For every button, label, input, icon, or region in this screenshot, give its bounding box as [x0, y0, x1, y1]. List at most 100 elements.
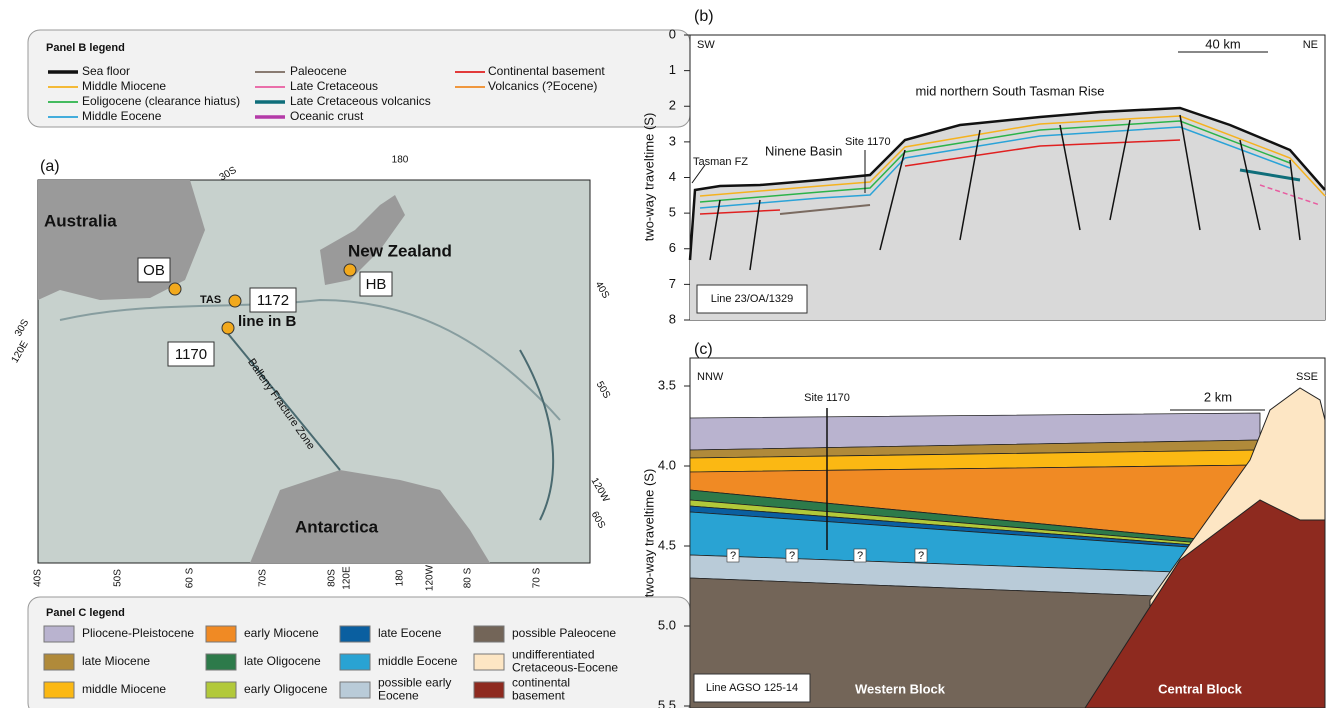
legend-label: basement — [512, 689, 565, 703]
legend-label: Pliocene-Pleistocene — [82, 626, 194, 640]
legend-swatch — [340, 654, 370, 670]
line-label: line in B — [238, 313, 297, 330]
legend-label: Eoligocene (clearance hiatus) — [82, 94, 240, 108]
question-mark: ? — [789, 550, 795, 562]
legend-swatch — [44, 626, 74, 642]
annotation: Tasman FZ — [693, 156, 748, 168]
site-box-label: HB — [366, 276, 387, 293]
y-tick-label: 0 — [669, 26, 676, 41]
legend-label: Sea floor — [82, 64, 130, 78]
y-tick-label: 8 — [669, 311, 676, 326]
place-label: New Zealand — [348, 241, 452, 260]
geo-label: 70S — [258, 569, 269, 587]
legend-label: middle Eocene — [378, 654, 458, 668]
panel-label: (b) — [694, 8, 714, 25]
y-tick-label: 5 — [669, 205, 676, 220]
place-label: Antarctica — [295, 517, 379, 536]
annotation: Site 1170 — [845, 136, 891, 148]
legend-title: Panel B legend — [46, 42, 125, 54]
geo-label: 60 S — [185, 567, 196, 588]
geo-label: 30S — [13, 317, 32, 338]
y-tick-label: 7 — [669, 276, 676, 291]
legend-swatch — [44, 654, 74, 670]
legend-label: Volcanics (?Eocene) — [488, 79, 597, 93]
direction-label: NE — [1303, 39, 1318, 51]
y-axis-label: two-way traveltime (S) — [641, 469, 656, 598]
legend-swatch — [206, 682, 236, 698]
direction-label: SSE — [1296, 371, 1318, 383]
geo-label: 180 — [392, 155, 409, 166]
y-tick-label: 5.5 — [658, 697, 676, 708]
legend-label: possible early — [378, 676, 451, 690]
geo-label: 50S — [594, 380, 613, 401]
legend-label: middle Miocene — [82, 682, 166, 696]
legend-swatch — [474, 654, 504, 670]
y-tick-label: 1 — [669, 62, 676, 77]
geo-label: 80S — [327, 569, 338, 587]
panel-label: (c) — [694, 341, 713, 358]
question-mark: ? — [730, 550, 736, 562]
direction-label: NNW — [697, 371, 724, 383]
legend-swatch — [340, 682, 370, 698]
annotation: mid northern South Tasman Rise — [915, 83, 1104, 98]
scale-label: 40 km — [1205, 36, 1240, 51]
legend-label: Continental basement — [488, 64, 605, 78]
legend-swatch — [206, 626, 236, 642]
legend-swatch — [44, 682, 74, 698]
site-label: Site 1170 — [804, 392, 850, 404]
legend-label: Eocene — [378, 689, 419, 703]
legend-label: Cretaceous-Eocene — [512, 661, 618, 675]
legend-label: late Miocene — [82, 654, 150, 668]
geo-label: 120W — [589, 476, 612, 505]
tas-label: TAS — [200, 294, 221, 306]
figure: Panel B legend Sea floorMiddle MioceneEo… — [0, 0, 1330, 708]
legend-label: Oceanic crust — [290, 109, 364, 123]
legend-title: Panel C legend — [46, 607, 125, 619]
y-tick-label: 5.0 — [658, 617, 676, 632]
legend-label: Late Cretaceous — [290, 79, 378, 93]
geo-label: 40S — [33, 569, 44, 587]
legend-label: Middle Eocene — [82, 109, 162, 123]
legend-label: late Eocene — [378, 626, 442, 640]
legend-swatch — [474, 626, 504, 642]
question-mark: ? — [918, 550, 924, 562]
geo-label: 120E — [10, 339, 31, 365]
geo-label: 80 S — [463, 567, 474, 588]
geo-label: 120E — [342, 566, 353, 590]
y-tick-label: 2 — [669, 98, 676, 113]
site-box-label: OB — [143, 262, 165, 279]
annotation: Ninene Basin — [765, 143, 842, 158]
site-box-label: 1172 — [257, 292, 289, 309]
legend-swatch — [474, 682, 504, 698]
legend-swatch — [206, 654, 236, 670]
scale-label: 2 km — [1204, 389, 1232, 404]
legend-label: undifferentiated — [512, 648, 595, 662]
y-tick-label: 3.5 — [658, 377, 676, 392]
legend-label: possible Paleocene — [512, 626, 616, 640]
seismic-section — [690, 35, 1325, 320]
panel-label: (a) — [40, 158, 60, 175]
legend-label: continental — [512, 676, 570, 690]
line-name: Line AGSO 125-14 — [706, 682, 798, 694]
legend-label: early Miocene — [244, 626, 319, 640]
cross-section: ???? — [690, 358, 1325, 708]
geo-label: 60S — [589, 510, 608, 531]
y-tick-label: 4 — [669, 169, 676, 184]
legend-label: Paleocene — [290, 64, 347, 78]
geo-label: 40S — [593, 280, 612, 301]
y-tick-label: 6 — [669, 240, 676, 255]
legend-label: late Oligocene — [244, 654, 321, 668]
legend-label: Middle Miocene — [82, 79, 166, 93]
block-label: Western Block — [855, 681, 946, 696]
y-axis-label: two-way traveltime (S) — [641, 113, 656, 242]
direction-label: SW — [697, 39, 715, 51]
legend-swatch — [340, 626, 370, 642]
question-mark: ? — [857, 550, 863, 562]
legend-label: Late Cretaceous volcanics — [290, 94, 431, 108]
y-tick-label: 3 — [669, 133, 676, 148]
y-tick-label: 4.0 — [658, 457, 676, 472]
site-box-label: 1170 — [175, 346, 207, 363]
legend-label: early Oligocene — [244, 682, 328, 696]
y-tick-label: 4.5 — [658, 537, 676, 552]
block-label: Central Block — [1158, 681, 1243, 696]
